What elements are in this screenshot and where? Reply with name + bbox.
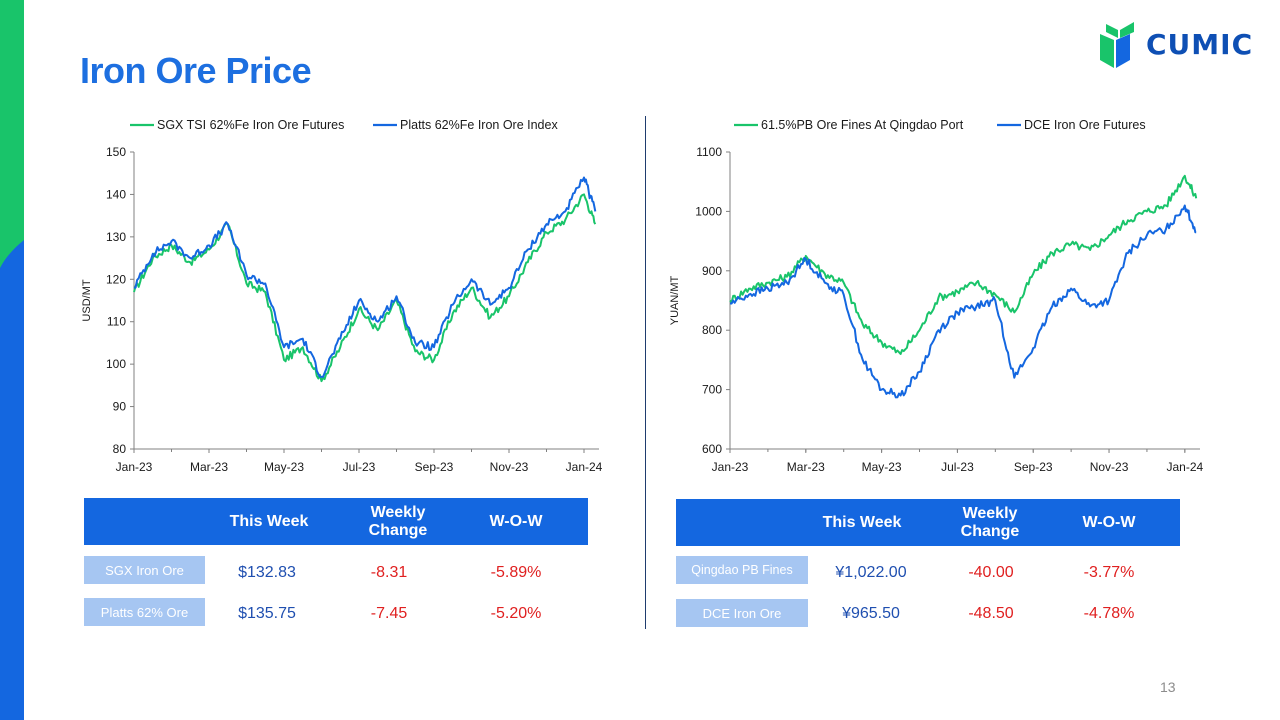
x-tick-label: Jan-23 bbox=[116, 460, 153, 474]
right-price-table: This Week Weekly Change W-O-W Qingdao PB… bbox=[676, 499, 1186, 639]
brand-name: CUMIC bbox=[1146, 28, 1254, 61]
x-tick-label: Jan-24 bbox=[566, 460, 603, 474]
brand-logo: CUMIC bbox=[1098, 20, 1258, 70]
header-this-week: This Week bbox=[822, 513, 902, 531]
qingdao-dce-price-chart: 61.5%PB Ore Fines At Qingdao Port DCE Iro… bbox=[669, 118, 1204, 474]
platts-weekly-change: -7.45 bbox=[370, 605, 408, 622]
x-tick-label: Mar-23 bbox=[190, 460, 228, 474]
sgx-wow: -5.89% bbox=[490, 564, 542, 581]
sgx-this-week: $132.83 bbox=[238, 564, 296, 581]
row-label-dce: DCE Iron Ore bbox=[676, 599, 808, 627]
legend-label-1: Platts 62%Fe Iron Ore Index bbox=[400, 118, 558, 132]
qingdao-weekly-change: -40.00 bbox=[968, 564, 1014, 581]
header-weekly-change: Weekly Change bbox=[935, 499, 1045, 546]
left-price-table: This Week Weekly Change W-O-W SGX Iron O… bbox=[84, 498, 594, 638]
row-label-sgx: SGX Iron Ore bbox=[84, 556, 205, 584]
x-tick-label: May-23 bbox=[862, 460, 902, 474]
header-wow: W-O-W bbox=[489, 512, 543, 530]
x-tick-label: Nov-23 bbox=[1090, 460, 1129, 474]
y-tick-label: 1000 bbox=[695, 204, 722, 218]
y-tick-label: 1100 bbox=[696, 145, 722, 159]
y-tick-label: 900 bbox=[702, 264, 722, 278]
header-weekly-change-text: Weekly Change bbox=[368, 503, 428, 539]
legend-label-0: 61.5%PB Ore Fines At Qingdao Port bbox=[761, 118, 964, 132]
chart-divider bbox=[645, 116, 646, 629]
x-tick-label: Sep-23 bbox=[415, 460, 454, 474]
page-number: 13 bbox=[1160, 679, 1176, 695]
x-tick-label: Mar-23 bbox=[787, 460, 825, 474]
y-tick-label: 140 bbox=[106, 187, 126, 201]
platts-wow: -5.20% bbox=[490, 605, 542, 622]
header-weekly-change: Weekly Change bbox=[343, 498, 453, 545]
sgx-weekly-change: -8.31 bbox=[370, 564, 408, 581]
y-tick-label: 800 bbox=[702, 323, 722, 337]
y-tick-label: 80 bbox=[113, 442, 127, 456]
x-tick-label: Nov-23 bbox=[490, 460, 529, 474]
x-tick-label: Jul-23 bbox=[941, 460, 974, 474]
y-tick-label: 120 bbox=[106, 272, 126, 286]
x-tick-label: Sep-23 bbox=[1014, 460, 1053, 474]
y-tick-label: 600 bbox=[702, 442, 722, 456]
header-weekly-change-text: Weekly Change bbox=[960, 504, 1020, 540]
dce-this-week: ¥965.50 bbox=[842, 605, 900, 622]
x-tick-label: May-23 bbox=[264, 460, 304, 474]
side-accent-bar bbox=[0, 0, 24, 720]
y-axis-title: USD/MT bbox=[81, 279, 93, 321]
y-tick-label: 90 bbox=[113, 400, 127, 414]
x-tick-label: Jul-23 bbox=[343, 460, 376, 474]
cumic-logo-icon bbox=[1100, 22, 1134, 68]
x-tick-label: Jan-24 bbox=[1166, 460, 1203, 474]
sgx-platts-price-chart: SGX TSI 62%Fe Iron Ore Futures Platts 62%… bbox=[81, 118, 603, 474]
y-tick-label: 110 bbox=[107, 315, 126, 329]
header-this-week: This Week bbox=[229, 512, 309, 530]
page-title: Iron Ore Price bbox=[80, 50, 312, 91]
row-label-qingdao: Qingdao PB Fines bbox=[676, 556, 808, 584]
dce-wow: -4.78% bbox=[1083, 605, 1135, 622]
platts-this-week: $135.75 bbox=[238, 605, 296, 622]
x-tick-label: Jan-23 bbox=[712, 460, 749, 474]
y-tick-label: 130 bbox=[106, 230, 126, 244]
qingdao-this-week: ¥1,022.00 bbox=[835, 564, 907, 581]
table-header: This Week Weekly Change W-O-W bbox=[676, 499, 1180, 546]
header-wow: W-O-W bbox=[1082, 513, 1136, 531]
qingdao-wow: -3.77% bbox=[1083, 564, 1135, 581]
y-tick-label: 150 bbox=[106, 145, 126, 159]
series-line-1 bbox=[133, 176, 597, 378]
dce-weekly-change: -48.50 bbox=[968, 605, 1014, 622]
legend-label-0: SGX TSI 62%Fe Iron Ore Futures bbox=[157, 118, 344, 132]
y-axis-title: YUAN/MT bbox=[669, 275, 681, 325]
series-line-0 bbox=[133, 193, 597, 383]
legend-label-1: DCE Iron Ore Futures bbox=[1024, 118, 1146, 132]
table-header: This Week Weekly Change W-O-W bbox=[84, 498, 588, 545]
y-tick-label: 700 bbox=[702, 383, 722, 397]
y-tick-label: 100 bbox=[106, 357, 126, 371]
series-line-1 bbox=[730, 204, 1197, 399]
row-label-platts: Platts 62% Ore bbox=[84, 598, 205, 626]
